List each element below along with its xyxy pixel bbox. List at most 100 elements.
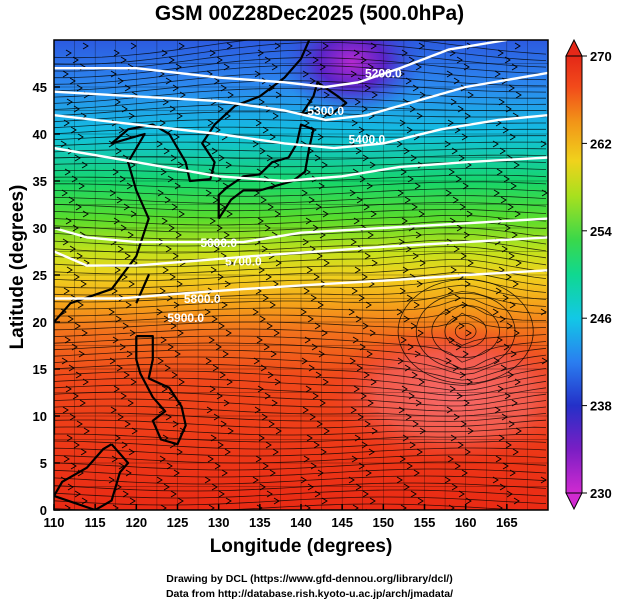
streamline-arrow — [253, 357, 260, 365]
streamline-arrow — [214, 126, 221, 134]
streamline-arrow — [315, 203, 322, 211]
streamline-arrow — [261, 413, 268, 421]
streamline-arrow — [177, 497, 184, 505]
streamline-arrow — [404, 364, 411, 372]
streamline-arrow — [313, 273, 320, 281]
streamline-arrow — [164, 364, 171, 372]
streamline-arrow — [74, 154, 81, 162]
streamline-arrow — [159, 455, 166, 463]
streamline-arrow — [123, 371, 130, 379]
streamline-arrow — [73, 105, 80, 113]
streamline-arrow — [506, 322, 513, 330]
streamline — [54, 221, 547, 233]
x-axis-label: Longitude (degrees) — [209, 536, 393, 557]
streamline-arrow — [156, 476, 163, 484]
streamline-arrow — [73, 273, 80, 281]
streamline-arrow — [61, 189, 68, 197]
streamline-arrow — [452, 364, 459, 372]
streamline-arrow — [355, 483, 362, 491]
streamline-arrow — [502, 126, 509, 134]
streamline-arrow — [217, 105, 224, 113]
streamline-arrow — [66, 434, 73, 442]
streamline — [54, 489, 547, 499]
streamline — [54, 227, 547, 240]
streamline-arrow — [406, 126, 413, 134]
streamline-arrow — [451, 147, 458, 155]
streamline-arrow — [410, 154, 417, 162]
streamline — [54, 405, 547, 417]
streamline-arrow — [176, 112, 183, 120]
colorbar-tick-label: 254 — [590, 224, 612, 239]
streamline — [54, 215, 547, 226]
colorbar-tick-label: 270 — [590, 49, 612, 64]
streamline-arrow — [358, 462, 365, 470]
streamline-arrow — [262, 294, 269, 302]
streamline-arrow — [166, 462, 173, 470]
streamline-arrow — [407, 175, 414, 183]
streamline — [54, 419, 547, 429]
streamline-arrow — [114, 266, 121, 274]
streamline-arrow — [506, 490, 513, 498]
streamline-arrow — [272, 112, 279, 120]
streamline-arrow — [451, 483, 458, 491]
streamline-arrow — [172, 420, 179, 428]
streamline — [54, 278, 547, 296]
streamline-arrow — [320, 448, 327, 456]
streamline-arrow — [510, 350, 517, 358]
streamline-arrow — [257, 49, 264, 57]
streamline-arrow — [163, 147, 170, 155]
streamline-arrow — [319, 231, 326, 239]
streamline-arrow — [111, 455, 118, 463]
streamline-arrow — [221, 469, 228, 477]
streamline-arrow — [264, 392, 271, 400]
y-tick-label: 25 — [33, 268, 47, 283]
streamline-arrow — [514, 378, 521, 386]
streamline-arrow — [260, 364, 267, 372]
streamline-arrow — [67, 483, 74, 491]
streamline-arrow — [108, 476, 115, 484]
streamline-arrow — [353, 217, 360, 225]
streamline-arrow — [408, 56, 415, 64]
streamline-arrow — [122, 490, 129, 498]
streamline-arrow — [61, 357, 68, 365]
streamline-arrow — [494, 406, 501, 414]
streamline-arrow — [273, 161, 280, 169]
streamline-arrow — [269, 133, 276, 141]
streamline-arrow — [405, 245, 412, 253]
contour-label: 5800.0 — [184, 292, 221, 306]
streamline-arrow — [313, 441, 320, 449]
streamline-arrow — [271, 399, 278, 407]
streamline-arrow — [399, 119, 406, 127]
streamline-arrow — [417, 329, 424, 337]
streamline-arrow — [78, 350, 85, 358]
streamline-arrow — [515, 259, 522, 267]
streamline-arrow — [309, 413, 316, 421]
streamline-arrow — [401, 385, 408, 393]
streamline-arrow — [302, 70, 309, 78]
streamline — [54, 370, 547, 392]
streamline-arrow — [307, 315, 314, 323]
streamline — [54, 440, 547, 450]
streamline — [54, 482, 547, 492]
streamline-arrow — [204, 476, 211, 484]
streamline-arrow — [498, 98, 505, 106]
streamline-arrow — [213, 245, 220, 253]
streamline-arrow — [160, 168, 167, 176]
streamline-arrow — [179, 91, 186, 99]
streamline-arrow — [209, 49, 216, 57]
streamline — [54, 461, 547, 471]
streamline-arrow — [124, 420, 131, 428]
streamline-arrow — [222, 350, 229, 358]
streamline-arrow — [406, 294, 413, 302]
streamline-arrow — [223, 399, 230, 407]
streamline-arrow — [511, 231, 518, 239]
streamline-arrow — [453, 245, 460, 253]
streamline-arrow — [300, 476, 307, 484]
x-tick-label: 125 — [167, 515, 189, 530]
streamline-arrow — [493, 357, 500, 365]
streamline-arrow — [502, 462, 509, 470]
streamline-arrow — [402, 434, 409, 442]
streamline-arrow — [130, 378, 137, 386]
streamline — [54, 252, 547, 268]
streamline-arrow — [450, 266, 457, 274]
